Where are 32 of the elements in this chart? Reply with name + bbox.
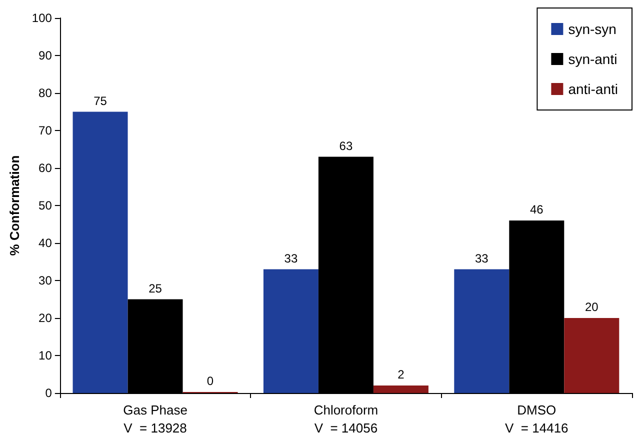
y-tick-label: 100 — [32, 11, 52, 25]
data-label: 25 — [148, 281, 162, 296]
bar — [373, 386, 428, 393]
x-tick-label: Chloroform V = 14056 — [314, 402, 378, 436]
bar — [454, 269, 510, 393]
y-tick-label: 10 — [38, 348, 52, 362]
y-tick-label: 90 — [38, 48, 52, 62]
legend-label: syn-anti — [568, 51, 618, 67]
y-tick-label: 40 — [38, 236, 52, 250]
data-label: 63 — [339, 138, 353, 153]
data-label: 33 — [474, 251, 489, 266]
data-label: 0 — [206, 374, 214, 388]
y-axis-title: % Conformation — [7, 155, 22, 256]
y-tick-label: 20 — [38, 311, 52, 325]
bar — [263, 269, 318, 393]
data-label: 33 — [284, 251, 298, 266]
legend-label: anti-anti — [568, 81, 618, 97]
y-tick-label: 0 — [45, 386, 52, 400]
x-tick-label: Gas Phase V = 13928 — [123, 402, 188, 436]
data-label: 75 — [94, 94, 108, 108]
y-tick-label: 50 — [38, 198, 52, 212]
legend-label: syn-syn — [568, 21, 616, 37]
data-label: 20 — [584, 300, 599, 314]
y-tick-label: 70 — [38, 124, 52, 138]
data-label: 46 — [530, 202, 544, 216]
x-tick-label: DMSO V = 14416 — [505, 402, 568, 436]
y-tick-label: 80 — [38, 86, 52, 100]
bar — [72, 112, 128, 393]
data-label: 2 — [398, 368, 405, 382]
y-tick-label: 30 — [38, 274, 52, 288]
bar — [564, 318, 620, 393]
y-tick-label: 60 — [38, 161, 52, 175]
